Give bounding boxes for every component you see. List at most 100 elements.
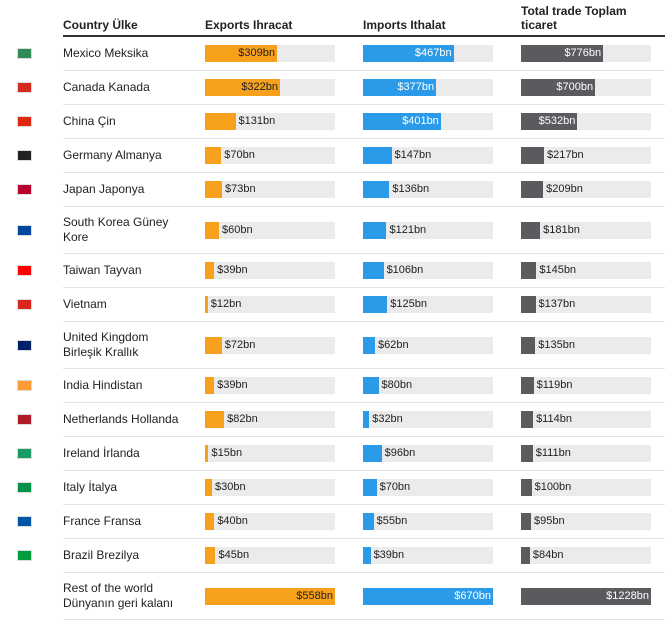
bar-track: $80bn	[363, 377, 493, 394]
bar	[363, 411, 370, 428]
bar	[363, 479, 377, 496]
bar	[205, 411, 225, 428]
bar	[521, 296, 536, 313]
bar-track: $114bn	[521, 411, 651, 428]
bar-track: $119bn	[521, 377, 651, 394]
value-label: $30bn	[214, 481, 246, 493]
table-row: United Kingdom Birleşik Krallık $72bn $62b…	[0, 321, 665, 369]
bar-track: $39bn	[205, 377, 335, 394]
column-header: Country Ülke	[63, 0, 205, 37]
bar-track: $84bn	[521, 547, 651, 564]
bar-cell: $1228bn	[521, 572, 665, 620]
flag-cell	[0, 71, 63, 105]
bar	[521, 113, 578, 130]
bar-track: $100bn	[521, 479, 651, 496]
bar-cell: $114bn	[521, 402, 665, 437]
bar	[205, 377, 215, 394]
flag-cell	[0, 437, 63, 471]
table-row: Ireland İrlanda $15bn $96bn $111bn	[0, 436, 665, 471]
bar-cell: $135bn	[521, 321, 665, 369]
bar	[521, 411, 534, 428]
table-row: China Çin $131bn $401bn $532bn	[0, 104, 665, 139]
flag-cell	[0, 207, 63, 254]
value-label: $70bn	[224, 149, 255, 161]
bar-cell: $30bn	[205, 470, 363, 505]
bar-track: $670bn	[363, 587, 493, 605]
bar	[205, 479, 212, 496]
bar	[363, 547, 371, 564]
value-label: $62bn	[378, 338, 409, 351]
country-name: India Hindistan	[63, 368, 205, 403]
bar	[521, 221, 541, 239]
country-name: Brazil Brezilya	[63, 538, 205, 573]
bar-track: $377bn	[363, 79, 493, 96]
flag-cell	[0, 573, 63, 620]
bar-track: $125bn	[363, 296, 493, 313]
bar-track: $322bn	[205, 79, 335, 96]
bar-cell: $532bn	[521, 104, 665, 139]
bar-track: $62bn	[363, 336, 493, 354]
value-label: $558bn	[296, 589, 333, 602]
flag-icon	[17, 414, 32, 425]
bar-cell: $73bn	[205, 172, 363, 207]
bar-track: $39bn	[363, 547, 493, 564]
bar-track: $15bn	[205, 445, 335, 462]
value-label: $532bn	[538, 115, 576, 127]
bar-cell: $670bn	[363, 572, 521, 620]
country-name: France Fransa	[63, 504, 205, 539]
bar-cell: $467bn	[363, 36, 521, 71]
bar-track: $45bn	[205, 547, 335, 564]
country-name: Netherlands Hollanda	[63, 402, 205, 437]
bar-track: $72bn	[205, 336, 335, 354]
bar-cell: $121bn	[363, 206, 521, 254]
value-label: $100bn	[534, 481, 572, 493]
bar-cell: $62bn	[363, 321, 521, 369]
bar-cell: $95bn	[521, 504, 665, 539]
bar	[205, 262, 215, 279]
bar-cell: $72bn	[205, 321, 363, 369]
flag-icon	[17, 82, 32, 93]
value-label: $401bn	[402, 115, 439, 127]
bar-track: $30bn	[205, 479, 335, 496]
bar-track: $209bn	[521, 181, 651, 198]
value-label: $467bn	[414, 47, 452, 59]
country-name: South Korea Güney Kore	[63, 206, 205, 254]
bar	[205, 445, 209, 462]
bar-track: $147bn	[363, 147, 493, 164]
bar-track: $131bn	[205, 113, 335, 130]
bar-track: $137bn	[521, 296, 651, 313]
flag-icon	[17, 339, 32, 351]
column-header: Total trade Toplam ticaret	[521, 0, 665, 37]
header-blank	[0, 0, 63, 36]
value-label: $121bn	[389, 223, 427, 236]
bar-cell: $131bn	[205, 104, 363, 139]
value-label: $73bn	[225, 183, 256, 195]
bar	[521, 587, 651, 605]
table-row: Canada Kanada $322bn $377bn $700bn	[0, 70, 665, 105]
value-label: $12bn	[210, 298, 242, 310]
bar	[363, 296, 388, 313]
bar-track: $12bn	[205, 296, 335, 313]
header-row: Country Ülke Exports Ihracat Imports Ith…	[0, 0, 665, 37]
value-label: $181bn	[543, 223, 580, 236]
bar-track: $558bn	[205, 587, 335, 605]
bar-cell: $40bn	[205, 504, 363, 539]
bar-track: $700bn	[521, 79, 651, 96]
country-name: Taiwan Tayvan	[63, 253, 205, 288]
bar	[363, 445, 382, 462]
value-label: $217bn	[546, 149, 584, 161]
flag-icon	[17, 116, 32, 127]
page: Country Ülke Exports Ihracat Imports Ith…	[17, 0, 665, 620]
flag-cell	[0, 505, 63, 539]
bar-cell: $60bn	[205, 206, 363, 254]
flag-cell	[0, 288, 63, 322]
flag-cell	[0, 36, 63, 71]
bar-track: $95bn	[521, 513, 651, 530]
bar-track: $136bn	[363, 181, 493, 198]
column-header: Imports Ithalat	[363, 0, 521, 37]
bar-cell: $55bn	[363, 504, 521, 539]
bar	[521, 181, 544, 198]
bar-cell: $100bn	[521, 470, 665, 505]
value-label: $39bn	[217, 264, 248, 276]
